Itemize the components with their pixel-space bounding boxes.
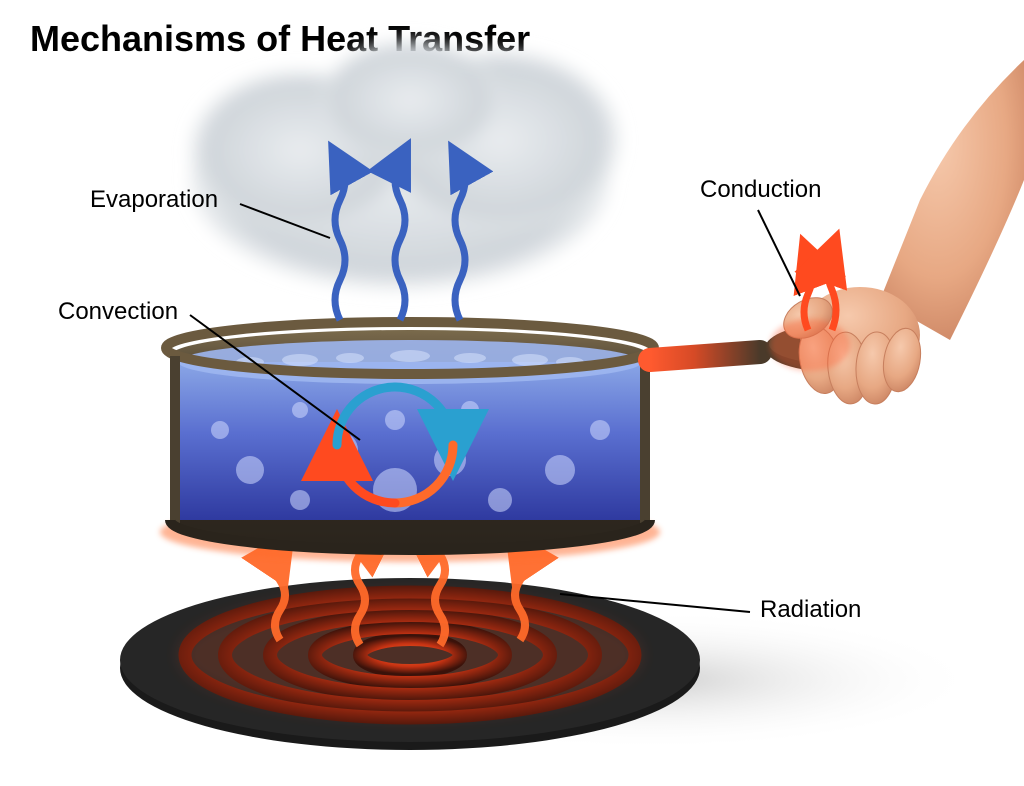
label-convection: Convection — [58, 298, 178, 326]
pot — [166, 322, 654, 550]
scene-svg — [0, 0, 1024, 786]
hand — [770, 60, 1024, 406]
steam-cloud — [190, 40, 620, 290]
label-radiation: Radiation — [760, 596, 861, 624]
diagram-stage: Mechanisms of Heat Transfer — [0, 0, 1024, 786]
label-evaporation: Evaporation — [90, 186, 218, 214]
burner — [120, 578, 700, 750]
label-conduction: Conduction — [700, 176, 821, 204]
